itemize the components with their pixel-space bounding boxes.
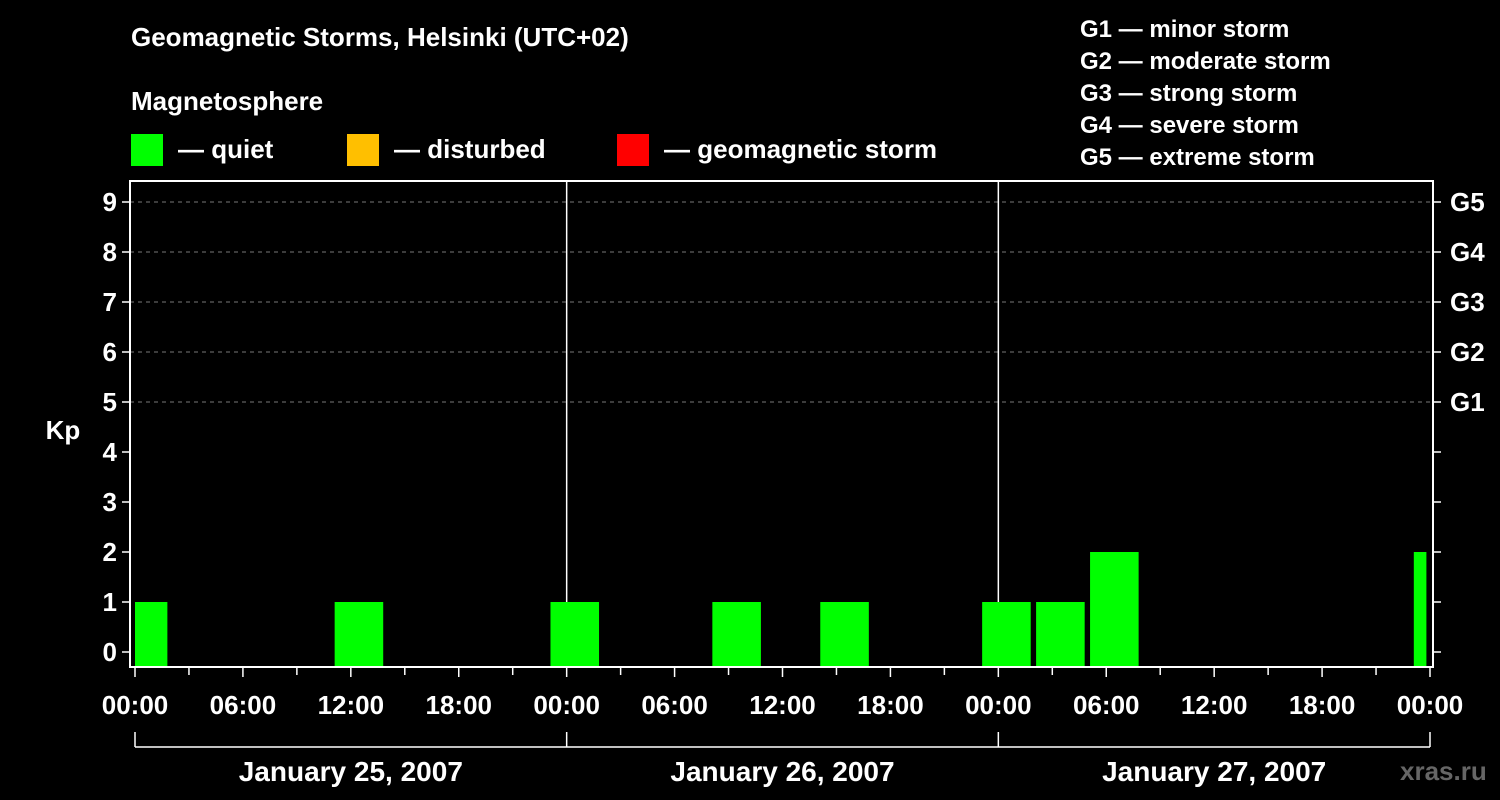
x-tick-label: 12:00 xyxy=(1181,690,1248,720)
watermark: xras.ru xyxy=(1400,756,1487,786)
kp-bar xyxy=(1090,552,1139,667)
x-tick-label: 18:00 xyxy=(426,690,493,720)
y-tick-label: 0 xyxy=(103,637,117,667)
legend-storm-label: — geomagnetic storm xyxy=(664,134,938,164)
g-scale-label: G4 xyxy=(1450,237,1485,267)
day-label: January 26, 2007 xyxy=(670,756,894,787)
y-tick-label: 7 xyxy=(103,287,117,317)
kp-bar xyxy=(135,602,168,667)
y-tick-label: 9 xyxy=(103,187,117,217)
day-label: January 25, 2007 xyxy=(239,756,463,787)
x-tick-label: 12:00 xyxy=(749,690,816,720)
y-tick-label: 8 xyxy=(103,237,117,267)
magnetosphere-title: Magnetosphere xyxy=(131,86,324,116)
x-tick-label: 06:00 xyxy=(641,690,708,720)
legend-disturbed-swatch xyxy=(347,134,379,166)
x-tick-label: 18:00 xyxy=(857,690,924,720)
legend-disturbed-label: — disturbed xyxy=(394,134,546,164)
legend-quiet-swatch xyxy=(131,134,163,166)
y-tick-label: 1 xyxy=(103,587,117,617)
kp-bar xyxy=(334,602,384,667)
g-scale-label: G2 xyxy=(1450,337,1485,367)
y-tick-label: 6 xyxy=(103,337,117,367)
storm-scale-g1: G1 — minor storm xyxy=(1080,16,1290,43)
g-scale-label: G5 xyxy=(1450,187,1485,217)
kp-bar xyxy=(1413,552,1427,667)
plot-frame xyxy=(129,180,1434,668)
g-scale-label: G1 xyxy=(1450,387,1485,417)
kp-bar xyxy=(550,602,600,667)
legend-quiet-label: — quiet xyxy=(178,134,274,164)
storm-scale-g5: G5 — extreme storm xyxy=(1080,144,1315,171)
x-tick-label: 00:00 xyxy=(1397,690,1464,720)
storm-scale-g2: G2 — moderate storm xyxy=(1080,48,1331,75)
y-tick-label: 5 xyxy=(103,387,117,417)
x-tick-label: 00:00 xyxy=(533,690,600,720)
y-axis-label: Kp xyxy=(46,415,81,445)
x-tick-label: 00:00 xyxy=(102,690,169,720)
storm-scale-g3: G3 — strong storm xyxy=(1080,80,1298,107)
x-tick-label: 06:00 xyxy=(1073,690,1140,720)
x-tick-label: 00:00 xyxy=(965,690,1032,720)
x-tick-label: 06:00 xyxy=(210,690,277,720)
storm-scale-g4: G4 — severe storm xyxy=(1080,112,1299,139)
g-scale-label: G3 xyxy=(1450,287,1485,317)
day-label: January 27, 2007 xyxy=(1102,756,1326,787)
kp-bar xyxy=(1036,602,1085,667)
x-tick-label: 12:00 xyxy=(318,690,385,720)
x-tick-label: 18:00 xyxy=(1289,690,1356,720)
y-tick-label: 3 xyxy=(103,487,117,517)
y-tick-label: 2 xyxy=(103,537,117,567)
y-tick-label: 4 xyxy=(103,437,118,467)
chart-title: Geomagnetic Storms, Helsinki (UTC+02) xyxy=(131,22,629,52)
kp-bar xyxy=(712,602,761,667)
kp-bar xyxy=(982,602,1031,667)
kp-bar xyxy=(820,602,869,667)
legend-storm-swatch xyxy=(617,134,649,166)
storm-scale-list: G1 — minor storm G2 — moderate storm G3 … xyxy=(1080,14,1331,174)
